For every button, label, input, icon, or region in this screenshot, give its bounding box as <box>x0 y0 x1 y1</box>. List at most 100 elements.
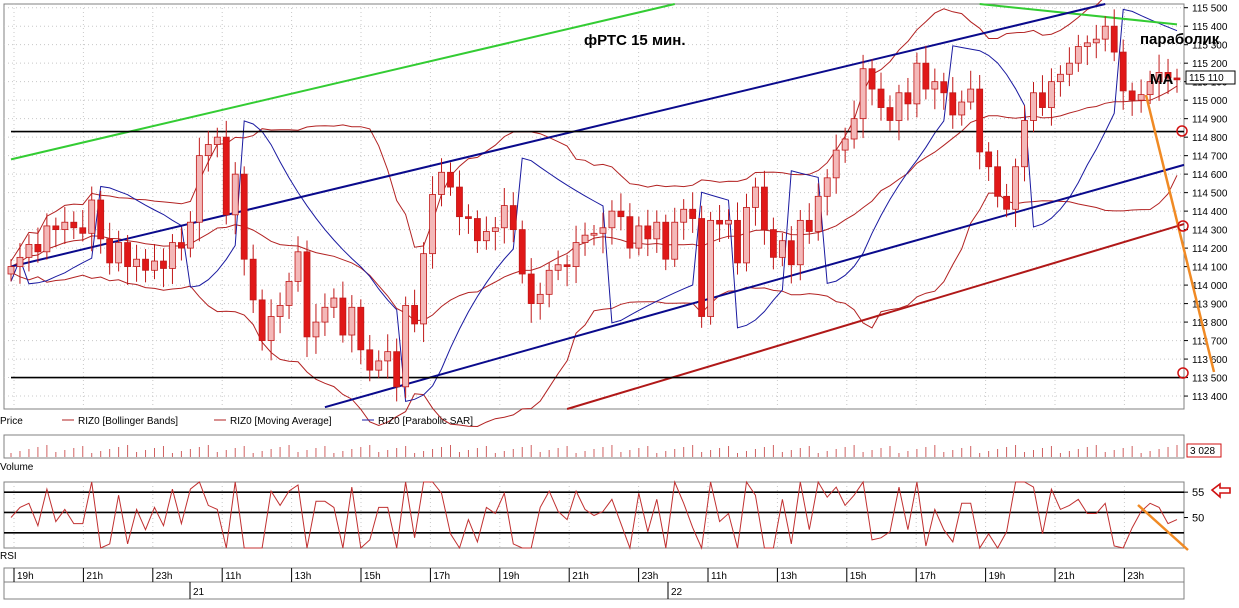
rsi-tick-label: 55 <box>1192 487 1204 499</box>
candle-body <box>841 138 849 151</box>
time-tick-label: 11h <box>225 571 241 582</box>
candle-body <box>124 242 131 268</box>
bollinger-upper-band <box>10 0 1103 262</box>
price-tick-label: 114 300 <box>1192 226 1228 237</box>
candle-body <box>635 225 643 249</box>
candle-body <box>1021 120 1028 168</box>
blue-channel-bottom-line <box>324 163 1185 409</box>
candle-body <box>1128 90 1136 101</box>
candle-body <box>689 208 697 219</box>
candle-body <box>518 229 526 275</box>
candle-body <box>743 207 750 264</box>
candle-body <box>34 244 42 253</box>
candle-body <box>572 242 580 268</box>
price-tick-label: 115 500 <box>1192 4 1228 15</box>
candle-body <box>536 293 544 304</box>
candle-body <box>662 221 670 260</box>
legend-label: RIZ0 [Moving Average] <box>230 416 332 427</box>
candle-body <box>1155 72 1163 83</box>
candle-body <box>447 171 454 188</box>
candle-body <box>608 210 616 229</box>
candle-body <box>142 258 149 271</box>
candle-body <box>994 166 1002 197</box>
candle-body <box>1030 92 1037 121</box>
candle-body <box>1065 62 1073 75</box>
candle-body <box>967 88 975 103</box>
candle-body <box>922 62 930 90</box>
candle-body <box>348 306 356 336</box>
candle-body <box>653 221 661 240</box>
price-tick-label: 115 200 <box>1192 59 1228 70</box>
rsi-tick-label: 50 <box>1192 513 1204 525</box>
candle-body <box>1101 25 1109 40</box>
rsi-label: RSI <box>0 551 17 562</box>
candle-body <box>97 199 105 240</box>
bollinger-lower-band <box>10 175 1178 428</box>
candle-body <box>411 305 419 325</box>
candle-body <box>456 186 463 218</box>
candle-body <box>25 244 33 258</box>
candle-body <box>1012 166 1019 210</box>
candle-body <box>707 219 714 317</box>
time-tick-label: 19h <box>17 571 34 582</box>
candle-body <box>151 260 158 271</box>
candle-body <box>500 205 508 229</box>
day-tick-label: 22 <box>671 587 683 598</box>
legend-label: RIZ0 [Parabolic SAR] <box>378 416 473 427</box>
price-tick-label: 114 700 <box>1192 152 1228 163</box>
candle-body <box>115 242 123 264</box>
time-tick-label: 21h <box>86 571 103 582</box>
candle-body <box>43 225 51 253</box>
candle-body <box>285 280 293 306</box>
price-tick-label: 113 800 <box>1192 318 1228 329</box>
candle-body <box>195 155 203 223</box>
chart-title: фРТС 15 мин. <box>584 32 686 49</box>
candle-body <box>796 219 804 266</box>
support-marker-circle <box>1177 367 1189 379</box>
candle-body <box>1164 72 1172 79</box>
volume-label: Volume <box>0 462 34 473</box>
upper-green-trend-line <box>10 3 675 161</box>
candle-body <box>778 240 786 258</box>
price-tick-label: 114 000 <box>1192 281 1228 292</box>
trend-marker-circle <box>1177 220 1189 232</box>
candle-body <box>931 81 939 90</box>
candle-body <box>240 173 248 260</box>
candle-body <box>420 253 427 325</box>
price-tick-label: 115 000 <box>1192 96 1228 107</box>
candle-body <box>106 238 114 264</box>
candle-body <box>366 349 374 371</box>
volume-tag-label: 3 028 <box>1190 446 1215 457</box>
candle-body <box>832 149 840 179</box>
candle-body <box>985 151 993 168</box>
candle-body <box>169 242 176 269</box>
candle-body <box>554 264 562 271</box>
candle-body <box>186 221 194 249</box>
price-tick-label: 114 400 <box>1192 207 1228 218</box>
candle-body <box>904 92 912 105</box>
candle-body <box>509 205 517 231</box>
candle-body <box>393 351 401 388</box>
time-tick-label: 19h <box>503 571 520 582</box>
legend-label: Price <box>0 416 23 427</box>
time-tick-label: 17h <box>433 571 450 582</box>
price-tick-label: 114 600 <box>1192 170 1228 181</box>
legend-label: RIZ0 [Bollinger Bands] <box>78 416 178 427</box>
candle-body <box>940 81 948 94</box>
candle-body <box>438 171 445 195</box>
candle-body <box>761 186 768 231</box>
candle-body <box>1110 25 1118 53</box>
candle-body <box>877 88 885 108</box>
day-tick-label: 21 <box>193 587 205 598</box>
price-tick-label: 113 500 <box>1192 374 1228 385</box>
parabolic-sar-line <box>10 8 1178 403</box>
candle-body <box>752 186 759 208</box>
candle-body <box>590 232 598 236</box>
candle-body <box>617 210 625 218</box>
time-tick-label: 23h <box>642 571 659 582</box>
price-tick-label: 114 900 <box>1192 115 1228 126</box>
time-tick-label: 13h <box>780 571 797 582</box>
candle-body <box>680 208 688 223</box>
candle-body <box>7 266 15 275</box>
candle-body <box>725 219 732 225</box>
